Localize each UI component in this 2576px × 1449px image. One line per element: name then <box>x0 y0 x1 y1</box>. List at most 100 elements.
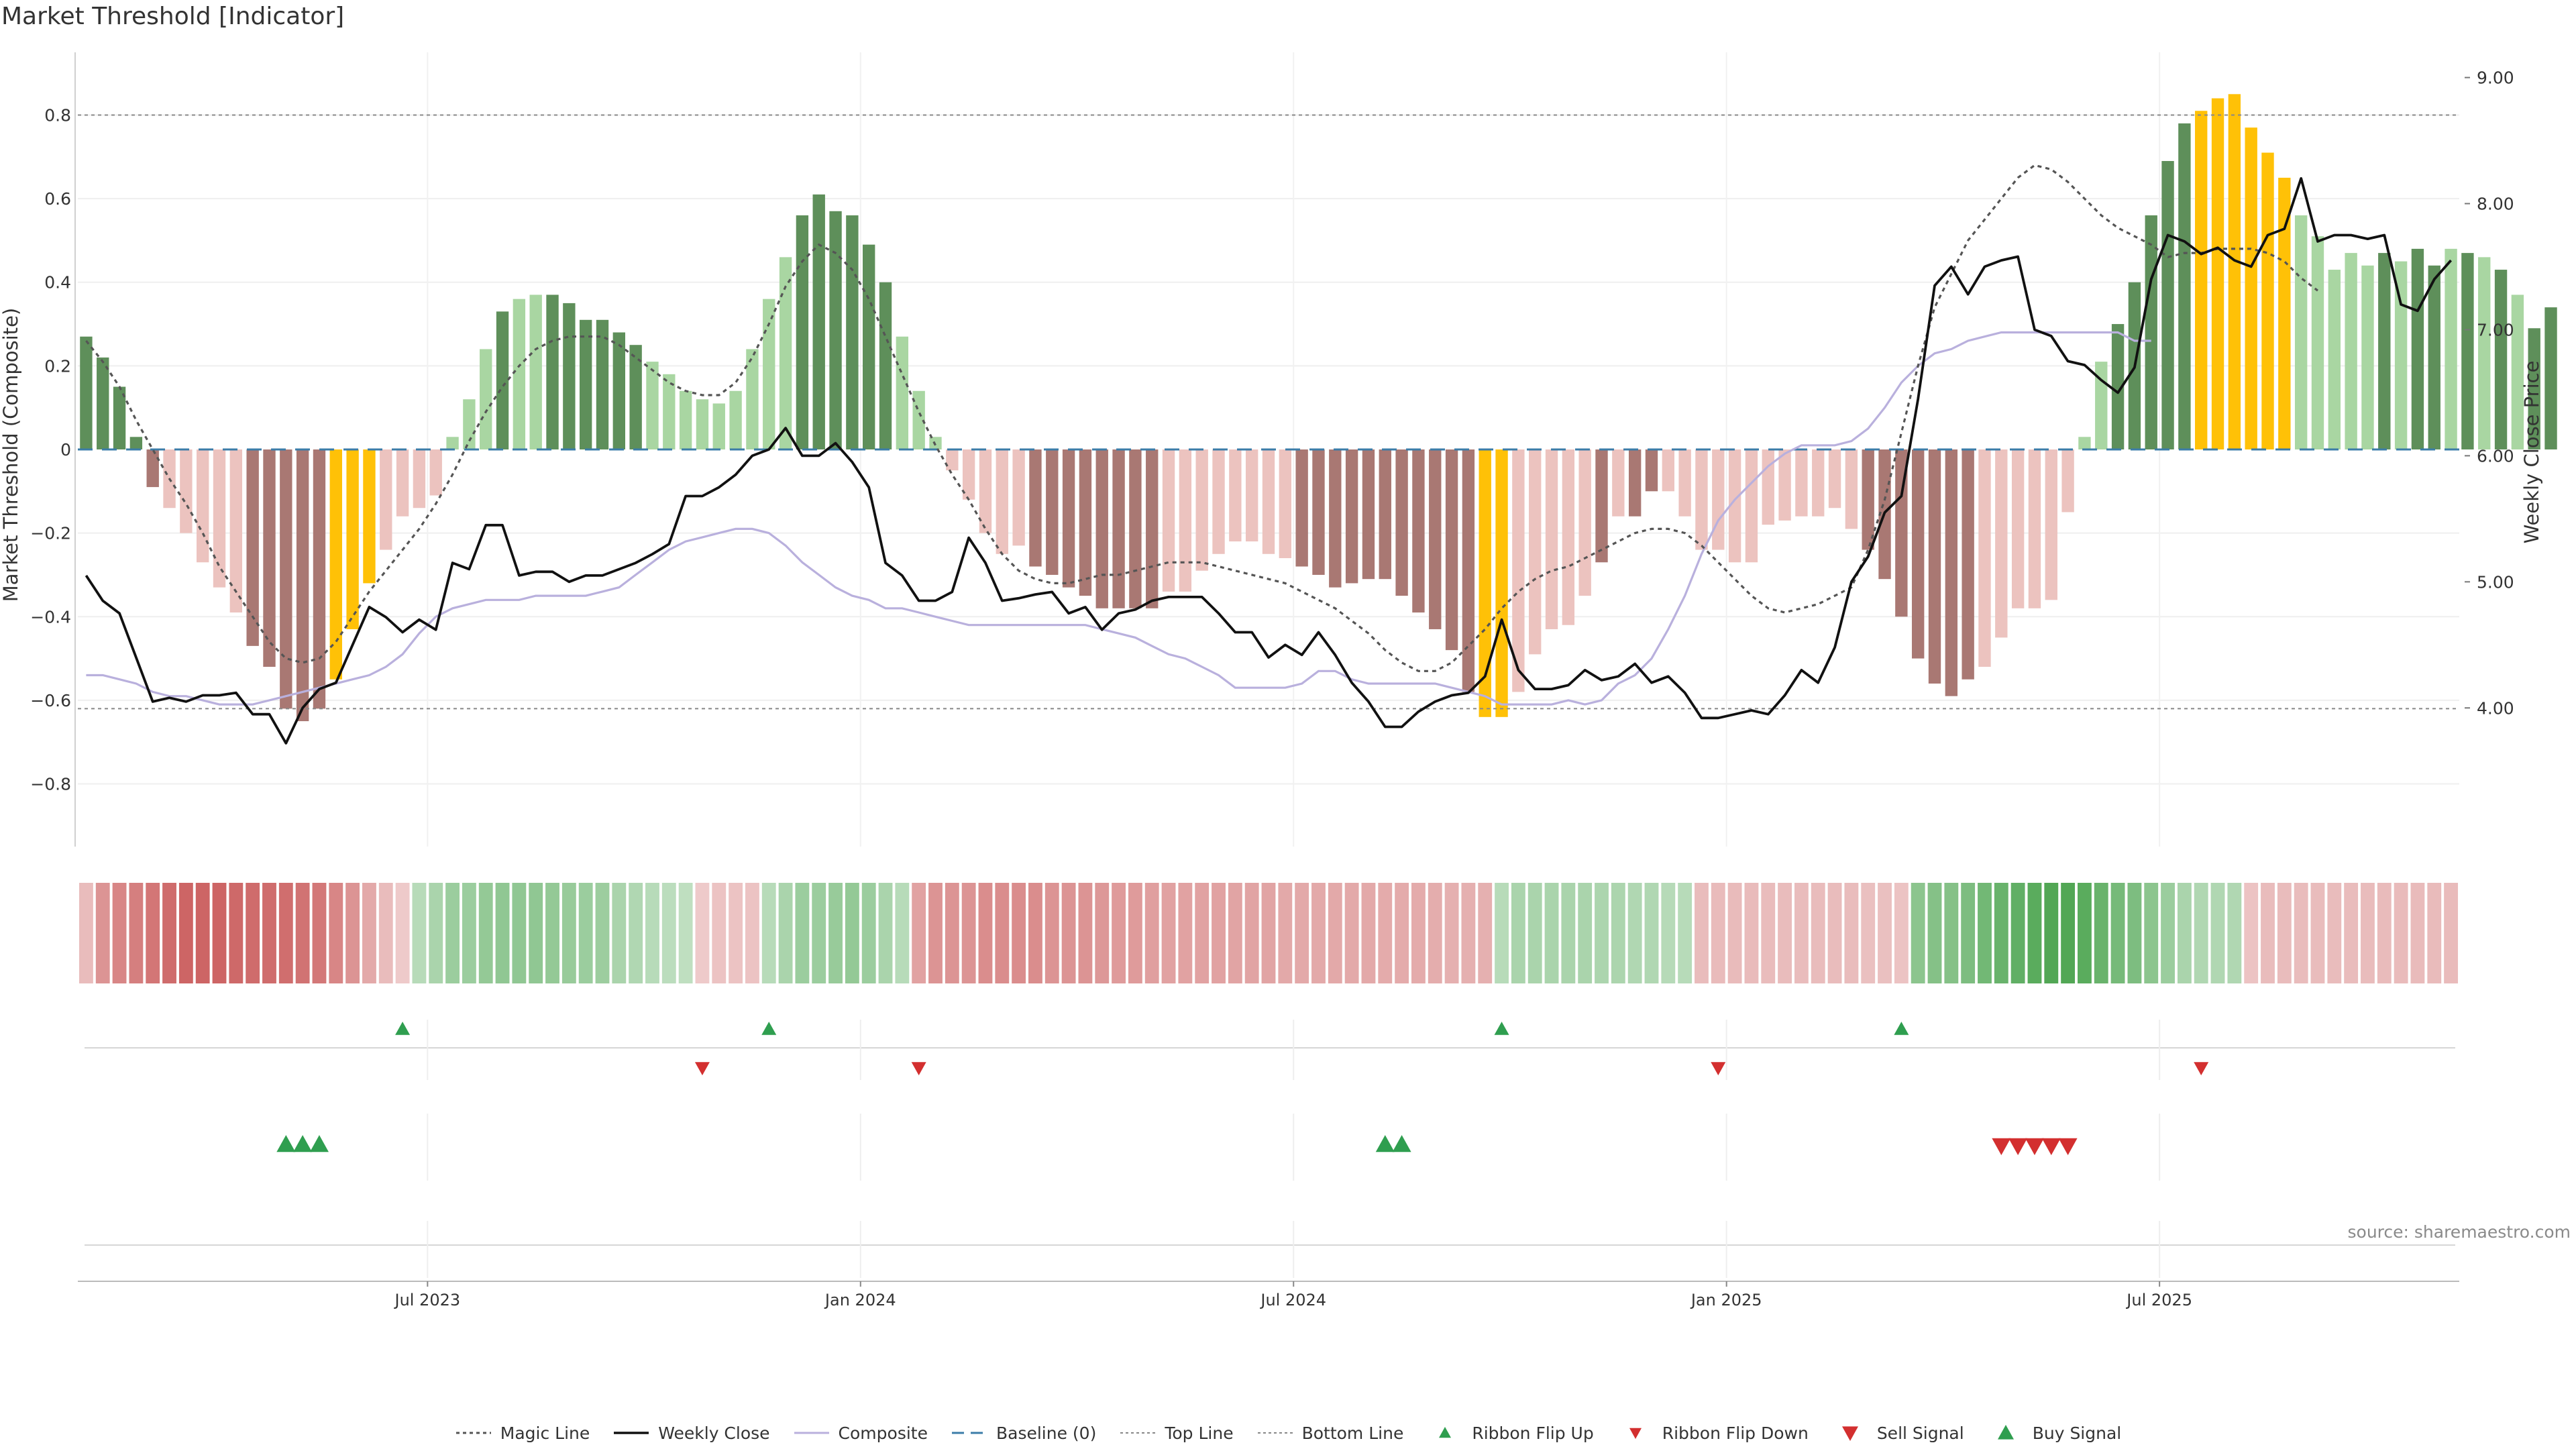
composite-bar <box>2061 449 2074 513</box>
composite-bar <box>1262 449 1275 554</box>
composite-bar <box>1029 449 1042 567</box>
buy-signal-marker <box>1392 1135 1411 1152</box>
composite-bar <box>1062 449 1075 588</box>
ribbon-cell <box>1178 883 1193 983</box>
ribbon-cell <box>1478 883 1493 983</box>
composite-bar <box>1978 449 1991 667</box>
ribbon-flip-down-marker <box>1711 1062 1726 1075</box>
composite-bar <box>879 282 892 449</box>
ribbon-cell <box>95 883 110 983</box>
composite-bar <box>1362 449 1375 580</box>
ribbon-cell <box>1844 883 1859 983</box>
ribbon-cell <box>2327 883 2342 983</box>
composite-bar <box>846 215 859 449</box>
composite-bar <box>579 319 592 449</box>
chart-legend: Magic Line Weekly Close Composite Baseline … <box>0 1421 2576 1445</box>
legend-label: Weekly Close <box>658 1423 770 1443</box>
composite-bar <box>629 345 642 449</box>
legend-symbol <box>1119 1424 1157 1442</box>
composite-bar <box>2311 236 2324 449</box>
legend-symbol <box>1426 1424 1464 1442</box>
ribbon-cell <box>1595 883 1609 983</box>
ribbon-cell <box>629 883 643 983</box>
composite-bar <box>962 449 975 500</box>
ribbon-cell <box>878 883 893 983</box>
legend-item: Bottom Line <box>1256 1424 1403 1443</box>
composite-bar <box>229 449 243 613</box>
ribbon-cell <box>678 883 693 983</box>
composite-bar <box>2528 328 2540 449</box>
legend-item: Composite <box>793 1424 928 1443</box>
composite-bar <box>1046 449 1059 575</box>
ribbon-cell <box>1128 883 1142 983</box>
composite-bar <box>213 449 226 588</box>
ribbon-flip-down-marker <box>694 1062 710 1075</box>
composite-bar <box>263 449 276 667</box>
ribbon-cell <box>612 883 627 983</box>
ribbon-cell <box>645 883 659 983</box>
composite-bar <box>1595 449 1608 563</box>
ribbon-cell <box>1044 883 1059 983</box>
ribbon-cell <box>1944 883 1959 983</box>
composite-bar <box>380 449 392 550</box>
composite-bar <box>496 311 509 449</box>
ribbon-cell <box>1927 883 1942 983</box>
composite-bar <box>1229 449 1242 542</box>
composite-bar <box>2511 294 2524 449</box>
y-tick-label: 0 <box>60 440 71 460</box>
composite-bar <box>363 449 376 584</box>
x-tick-label: Jul 2024 <box>1259 1291 1326 1309</box>
composite-bar <box>2078 437 2091 449</box>
composite-bar <box>2011 449 2025 608</box>
ribbon-cell <box>246 883 260 983</box>
composite-bar <box>1678 449 1691 517</box>
composite-bar <box>129 437 143 449</box>
composite-bar <box>1928 449 1941 684</box>
ribbon-cell <box>1661 883 1676 983</box>
source-note: source: sharemaestro.com <box>2347 1222 2571 1242</box>
y-tick-label: 0.4 <box>44 273 71 292</box>
composite-line <box>86 331 2151 706</box>
composite-bar <box>1845 449 1858 529</box>
legend-symbol <box>1831 1424 1869 1442</box>
ribbon-cell <box>2127 883 2142 983</box>
composite-bar <box>1778 449 1791 521</box>
ribbon-cell <box>1395 883 1409 983</box>
composite-bar <box>596 319 609 449</box>
composite-bar <box>1995 449 2008 638</box>
ribbon-flip-up-marker <box>761 1022 777 1035</box>
ribbon-cell <box>1827 883 1842 983</box>
ribbon-cell <box>2194 883 2208 983</box>
composite-bar <box>2178 123 2191 450</box>
ribbon-cell <box>1811 883 1825 983</box>
composite-bar <box>679 390 692 449</box>
signal-panels <box>85 1020 2455 1278</box>
ribbon-cell <box>1911 883 1925 983</box>
ribbon-cell <box>162 883 176 983</box>
composite-bar <box>80 336 93 449</box>
legend-label: Composite <box>838 1423 928 1443</box>
sell-signal-marker <box>1992 1138 2011 1155</box>
composite-bar <box>180 449 193 533</box>
weekly-close-line <box>85 177 2453 745</box>
composite-bar <box>1645 449 1658 492</box>
composite-bar <box>1479 449 1491 717</box>
ribbon-flip-up-marker <box>1894 1022 1909 1035</box>
ribbon-cell <box>429 883 443 983</box>
legend-symbol <box>1256 1424 1294 1442</box>
composite-bar <box>1279 449 1292 559</box>
composite-bar <box>2428 265 2440 449</box>
ribbon-cell <box>2210 883 2225 983</box>
composite-bar <box>1245 449 1258 542</box>
ribbon-flip-up-marker <box>395 1022 411 1035</box>
y-tick-label: 0.2 <box>44 356 71 376</box>
legend-label: Ribbon Flip Up <box>1472 1423 1594 1443</box>
legend-item: Buy Signal <box>1987 1424 2121 1443</box>
composite-bar <box>563 303 576 449</box>
composite-bar <box>1412 449 1425 613</box>
ribbon-cell <box>1894 883 1909 983</box>
legend-item: Sell Signal <box>1831 1424 1964 1443</box>
composite-bar <box>313 449 326 709</box>
ribbon-cell <box>661 883 676 983</box>
